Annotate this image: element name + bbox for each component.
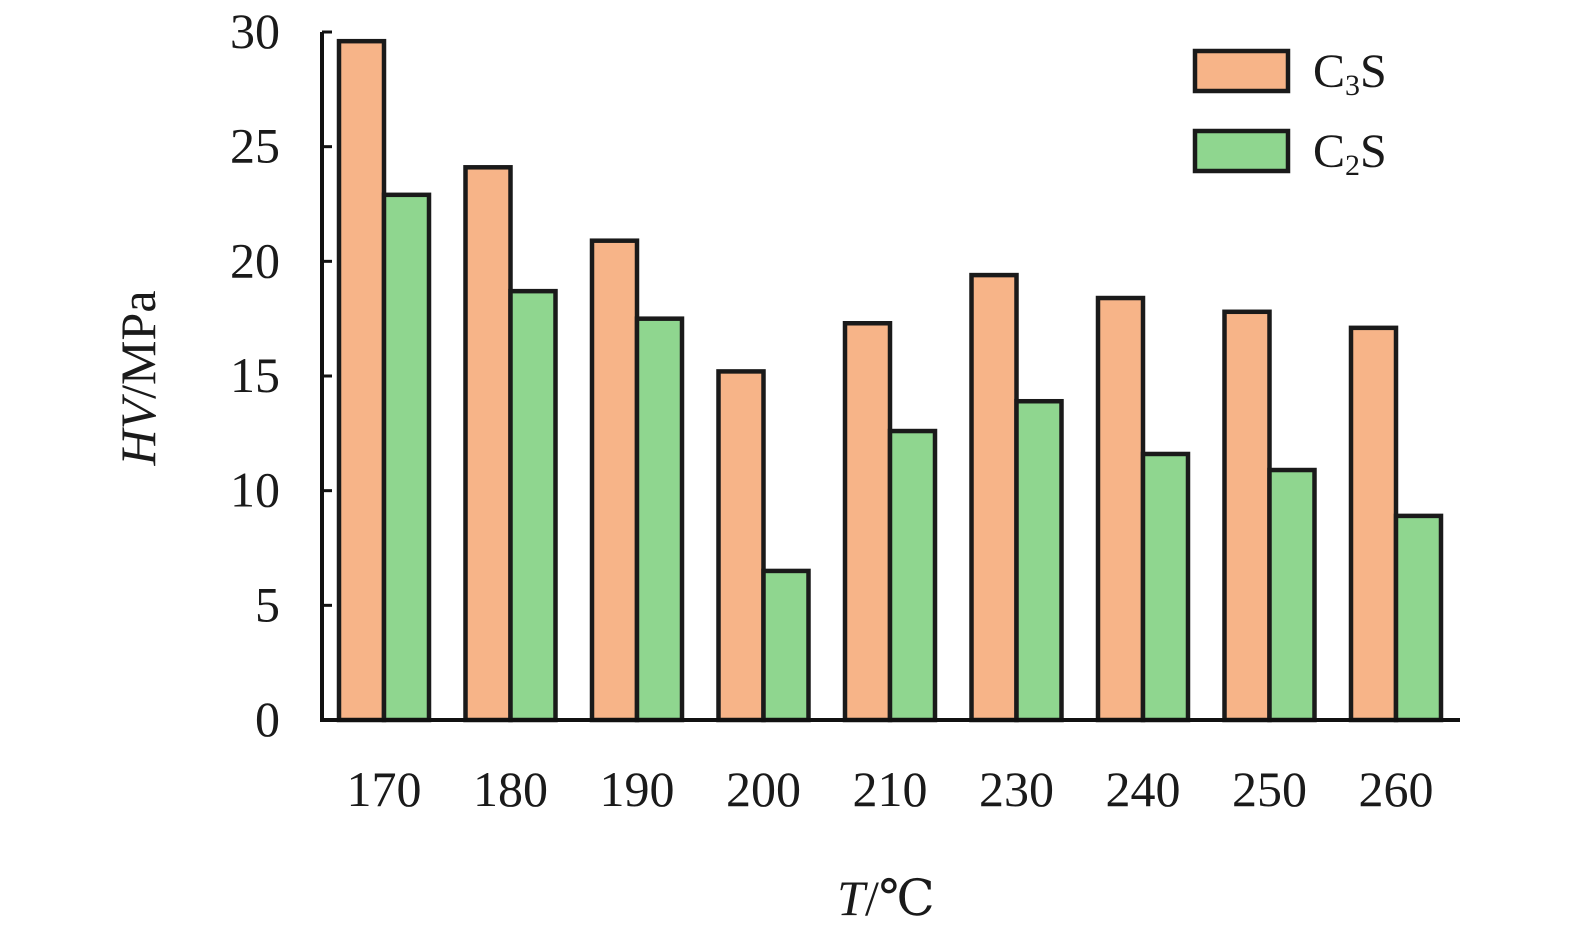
x-tick-labels: 170 180 190 200 210 230 240 250 260 [347,761,1434,817]
bar-c2s-200 [761,568,811,723]
y-axis-title: HV/MPa [110,290,166,466]
x-tick-label: 250 [1232,761,1307,817]
y-ticks: 0 5 10 15 20 25 30 [230,3,332,747]
x-tick-label: 200 [726,761,801,817]
legend-label-subscript: 2 [1345,149,1360,182]
y-tick-label: 10 [230,462,280,518]
bar-c3s-230 [969,272,1019,723]
bar-c2s-260 [1393,513,1444,723]
bar-c3s-210 [842,321,893,723]
y-tick-label: 20 [230,232,280,288]
x-axis-title-italic: T [837,870,868,926]
bar-c2s-250 [1267,467,1317,723]
legend-label-end: S [1360,45,1387,98]
x-tick-label: 190 [600,761,675,817]
bar-c3s-170 [336,38,387,723]
bar-c3s-190 [589,238,640,723]
x-axis-title-unit: /℃ [865,870,935,926]
bar-c3s-250 [1222,309,1272,723]
bar-c2s-240 [1140,451,1191,723]
y-axis-title-unit: /MPa [110,290,166,398]
bar-c3s-180 [463,165,513,723]
y-tick-label: 5 [255,576,280,632]
bar-c3s-260 [1348,325,1399,723]
bar-c3s-240 [1095,295,1146,723]
bars-layer [336,38,1444,723]
bar-c2s-230 [1014,398,1064,723]
bar-c2s-190 [634,316,685,723]
y-tick-label: 0 [255,691,280,747]
x-axis-title: T/℃ [837,870,935,926]
bar-c2s-180 [508,288,558,723]
bar-c2s-210 [887,428,938,723]
legend-label-end: S [1360,125,1387,178]
x-tick-label: 240 [1106,761,1181,817]
y-tick-label: 15 [230,347,280,403]
legend-label-c3s: C3S [1313,45,1387,102]
bar-c2s-170 [381,192,432,723]
legend-swatch-c3s [1192,48,1291,94]
legend-swatch-c2s [1192,128,1291,174]
x-tick-label: 230 [979,761,1054,817]
y-tick-label: 30 [230,3,280,59]
legend-label-main: C [1313,45,1345,98]
legend-label-c2s: C2S [1313,125,1387,182]
x-tick-label: 210 [853,761,928,817]
y-tick-label: 25 [230,118,280,174]
x-tick-label: 170 [347,761,422,817]
bar-c3s-200 [716,369,766,723]
x-tick-label: 260 [1359,761,1434,817]
legend-label-subscript: 3 [1345,69,1360,102]
x-tick-label: 180 [473,761,548,817]
legend-label-main: C [1313,125,1345,178]
y-axis-title-italic: HV [110,393,166,466]
